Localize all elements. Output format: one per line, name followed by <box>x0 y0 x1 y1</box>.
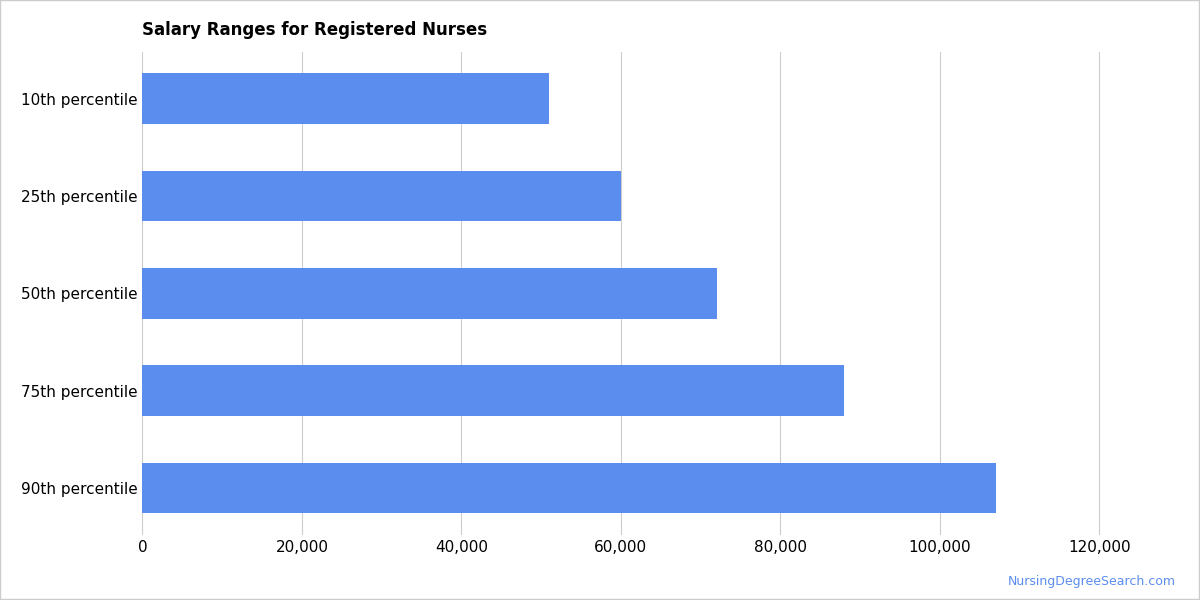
Bar <box>143 463 996 514</box>
Bar <box>143 171 620 221</box>
Text: NursingDegreeSearch.com: NursingDegreeSearch.com <box>1008 575 1176 588</box>
Bar <box>143 73 550 124</box>
Bar <box>143 268 716 319</box>
Bar <box>143 365 845 416</box>
Text: Salary Ranges for Registered Nurses: Salary Ranges for Registered Nurses <box>143 21 487 39</box>
